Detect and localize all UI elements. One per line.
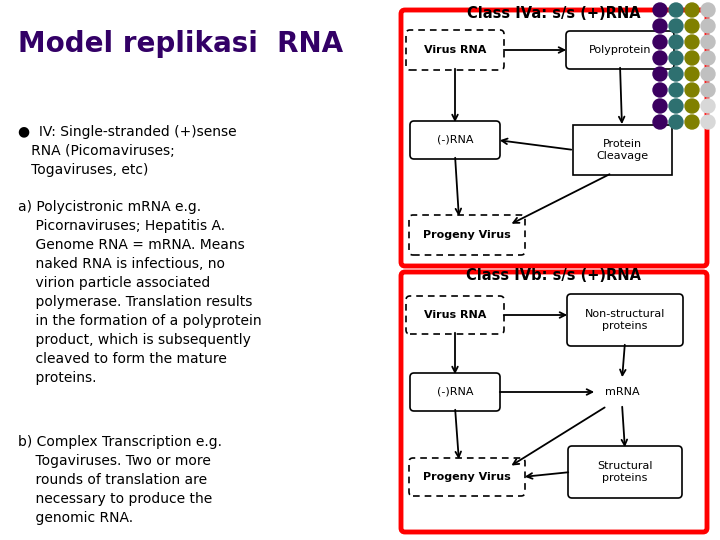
Text: Virus RNA: Virus RNA [424, 45, 486, 55]
FancyBboxPatch shape [410, 121, 500, 159]
Text: b) Complex Transcription e.g.
    Togaviruses. Two or more
    rounds of transla: b) Complex Transcription e.g. Togaviruse… [18, 435, 222, 525]
Circle shape [701, 19, 715, 33]
FancyBboxPatch shape [406, 30, 504, 70]
Text: ●  IV: Single-stranded (+)sense
   RNA (Picomaviruses;
   Togaviruses, etc): ● IV: Single-stranded (+)sense RNA (Pico… [18, 125, 237, 177]
Circle shape [685, 35, 699, 49]
FancyBboxPatch shape [406, 296, 504, 334]
Circle shape [701, 115, 715, 129]
Text: Structural
proteins: Structural proteins [598, 461, 653, 483]
Text: (-)RNA: (-)RNA [437, 387, 473, 397]
Circle shape [669, 115, 683, 129]
FancyBboxPatch shape [567, 294, 683, 346]
FancyBboxPatch shape [409, 215, 525, 255]
Circle shape [653, 35, 667, 49]
Circle shape [685, 3, 699, 17]
FancyBboxPatch shape [409, 458, 525, 496]
FancyBboxPatch shape [401, 272, 707, 532]
Circle shape [669, 19, 683, 33]
Text: Model replikasi  RNA: Model replikasi RNA [18, 30, 343, 58]
Circle shape [653, 3, 667, 17]
FancyBboxPatch shape [572, 125, 672, 175]
Text: Non-structural
proteins: Non-structural proteins [585, 309, 665, 331]
Circle shape [701, 3, 715, 17]
Circle shape [701, 67, 715, 81]
Circle shape [701, 99, 715, 113]
Circle shape [653, 83, 667, 97]
Text: (-)RNA: (-)RNA [437, 135, 473, 145]
Circle shape [685, 115, 699, 129]
Circle shape [653, 99, 667, 113]
Circle shape [669, 67, 683, 81]
FancyBboxPatch shape [410, 373, 500, 411]
Circle shape [685, 19, 699, 33]
Circle shape [685, 83, 699, 97]
Text: mRNA: mRNA [605, 387, 639, 397]
Circle shape [685, 99, 699, 113]
Text: Class IVa: s/s (+)RNA: Class IVa: s/s (+)RNA [467, 6, 641, 21]
Text: Polyprotein: Polyprotein [589, 45, 652, 55]
Text: Virus RNA: Virus RNA [424, 310, 486, 320]
Text: Class IVb: s/s (+)RNA: Class IVb: s/s (+)RNA [467, 268, 642, 283]
Circle shape [653, 19, 667, 33]
Text: Protein
Cleavage: Protein Cleavage [596, 139, 648, 161]
Circle shape [669, 35, 683, 49]
Circle shape [669, 99, 683, 113]
Text: a) Polycistronic mRNA e.g.
    Picornaviruses; Hepatitis A.
    Genome RNA = mRN: a) Polycistronic mRNA e.g. Picornaviruse… [18, 200, 261, 384]
Text: Progeny Virus: Progeny Virus [423, 472, 511, 482]
Circle shape [669, 51, 683, 65]
Circle shape [653, 51, 667, 65]
Text: Progeny Virus: Progeny Virus [423, 230, 511, 240]
FancyBboxPatch shape [568, 446, 682, 498]
Circle shape [669, 3, 683, 17]
Circle shape [653, 115, 667, 129]
Circle shape [701, 51, 715, 65]
Circle shape [653, 67, 667, 81]
FancyBboxPatch shape [401, 10, 707, 266]
Circle shape [685, 67, 699, 81]
Circle shape [669, 83, 683, 97]
Circle shape [701, 83, 715, 97]
Circle shape [701, 35, 715, 49]
Circle shape [685, 51, 699, 65]
FancyBboxPatch shape [566, 31, 674, 69]
